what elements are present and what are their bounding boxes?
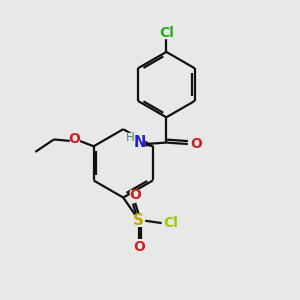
Bar xyxy=(126,133,135,142)
Text: O: O xyxy=(190,137,202,151)
Bar xyxy=(191,139,201,149)
Text: O: O xyxy=(69,132,81,145)
Text: Cl: Cl xyxy=(163,216,178,230)
Bar xyxy=(130,190,140,200)
Text: O: O xyxy=(133,240,145,254)
Text: Cl: Cl xyxy=(159,26,174,40)
Bar xyxy=(134,242,143,251)
Text: H: H xyxy=(126,131,135,144)
Bar xyxy=(70,134,80,143)
Text: O: O xyxy=(129,188,141,202)
Text: N: N xyxy=(134,135,146,150)
Bar xyxy=(158,29,174,38)
Bar xyxy=(134,216,143,226)
Bar xyxy=(162,218,178,228)
Bar xyxy=(135,138,144,147)
Text: S: S xyxy=(133,213,144,228)
